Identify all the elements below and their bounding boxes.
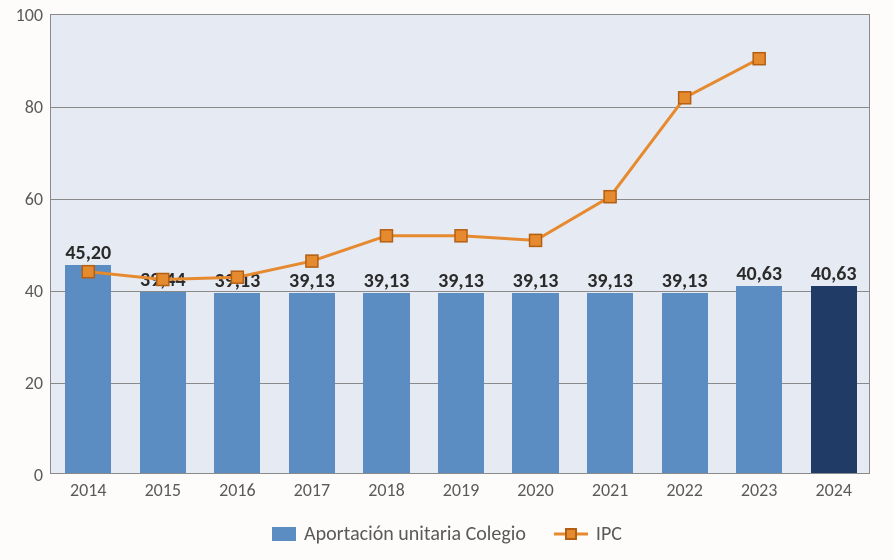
- combo-chart: 020406080100201445,20201539,44201639,132…: [0, 0, 894, 560]
- ytick-label: 20: [25, 372, 51, 394]
- line-marker: [306, 255, 318, 267]
- xtick-label: 2018: [368, 473, 405, 501]
- line-marker: [679, 92, 691, 104]
- line-series: [51, 15, 871, 475]
- xtick-label: 2014: [70, 473, 107, 501]
- line-marker: [82, 266, 94, 278]
- legend-item: IPC: [554, 522, 622, 546]
- xtick-label: 2020: [517, 473, 554, 501]
- xtick-label: 2023: [741, 473, 778, 501]
- xtick-label: 2019: [443, 473, 480, 501]
- xtick-label: 2022: [666, 473, 703, 501]
- xtick-label: 2024: [815, 473, 852, 501]
- ytick-label: 100: [16, 4, 51, 26]
- legend: Aportación unitaria Colegio IPC: [0, 522, 894, 546]
- ytick-label: 80: [25, 96, 51, 118]
- xtick-label: 2017: [294, 473, 331, 501]
- ytick-label: 60: [25, 188, 51, 210]
- ytick-label: 0: [34, 464, 51, 486]
- legend-item: Aportación unitaria Colegio: [272, 522, 526, 546]
- xtick-label: 2016: [219, 473, 256, 501]
- legend-swatch-line: [554, 527, 588, 541]
- line-marker: [380, 230, 392, 242]
- legend-label: Aportación unitaria Colegio: [304, 522, 526, 546]
- xtick-label: 2021: [592, 473, 629, 501]
- xtick-label: 2015: [145, 473, 182, 501]
- legend-label: IPC: [596, 522, 622, 546]
- ytick-label: 40: [25, 280, 51, 302]
- legend-swatch-bar: [272, 527, 296, 541]
- plot-area: 020406080100201445,20201539,44201639,132…: [50, 14, 870, 474]
- line-marker: [157, 274, 169, 286]
- line-marker: [530, 234, 542, 246]
- line-marker: [753, 53, 765, 65]
- line-marker: [455, 230, 467, 242]
- line-marker: [604, 191, 616, 203]
- line-marker: [231, 271, 243, 283]
